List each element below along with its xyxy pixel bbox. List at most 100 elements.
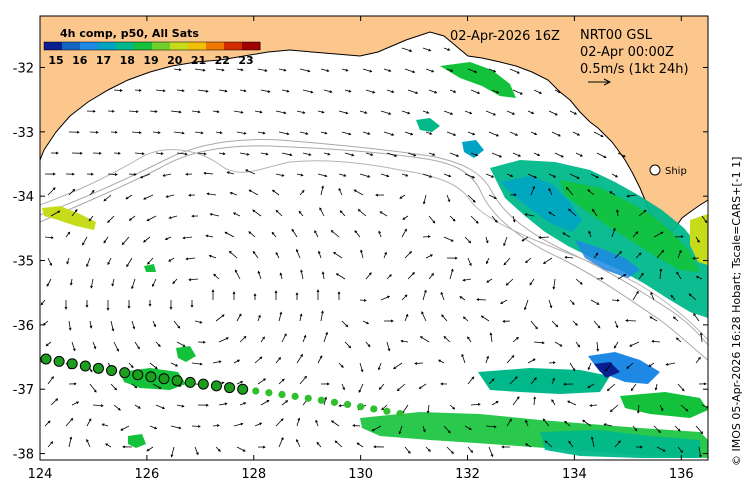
current-arrowhead <box>595 175 599 179</box>
current-arrowhead <box>616 298 620 302</box>
current-arrow <box>257 315 261 322</box>
current-arrow <box>165 236 172 240</box>
sst-patch-south-3 <box>540 430 700 458</box>
current-arrowhead <box>368 272 372 276</box>
current-arrowhead <box>335 273 339 276</box>
track-point <box>291 392 299 400</box>
current-arrowhead <box>650 291 653 295</box>
current-arrowhead <box>634 428 638 432</box>
current-arrow <box>354 230 361 238</box>
current-arrow <box>272 189 280 196</box>
current-arrow <box>425 68 434 73</box>
current-arrowhead <box>281 378 285 382</box>
current-arrow <box>525 443 532 448</box>
current-arrow <box>530 320 538 330</box>
current-arrowhead <box>111 283 115 287</box>
current-arrow <box>491 401 499 406</box>
current-arrow <box>170 110 181 113</box>
current-arrowhead <box>242 449 246 452</box>
current-arrowhead <box>202 68 206 72</box>
current-arrowhead <box>197 424 201 428</box>
current-arrowhead <box>117 151 121 155</box>
current-arrowhead <box>415 91 419 94</box>
current-arrow <box>43 320 49 326</box>
current-arrow <box>378 231 382 238</box>
current-arrow <box>194 68 205 71</box>
track-point <box>237 383 249 395</box>
current-arrowhead <box>240 380 244 384</box>
colorbar-tick-label: 17 <box>96 54 111 67</box>
current-arrow <box>65 232 70 238</box>
current-arrow <box>128 173 137 175</box>
current-arrowhead <box>692 256 696 260</box>
current-arrowhead <box>72 348 76 352</box>
current-arrowhead <box>660 408 664 412</box>
current-arrowhead <box>243 335 247 339</box>
current-arrowhead <box>324 396 328 400</box>
current-arrowhead <box>303 334 307 338</box>
current-arrow <box>372 425 382 432</box>
current-arrowhead <box>202 340 206 344</box>
current-arrow <box>423 194 427 204</box>
current-arrowhead <box>352 424 356 427</box>
current-arrow <box>491 152 502 158</box>
current-arrowhead <box>658 430 661 433</box>
current-arrow <box>527 358 536 364</box>
track-point <box>224 382 236 394</box>
current-arrow <box>92 341 96 349</box>
current-arrowhead <box>36 360 38 362</box>
current-arrow <box>500 299 508 304</box>
current-arrow <box>248 231 256 238</box>
current-arrowhead <box>459 296 463 299</box>
current-arrowhead <box>114 173 118 176</box>
current-arrow <box>299 68 310 72</box>
current-arrow <box>407 272 415 280</box>
current-arrowhead <box>542 418 546 422</box>
current-arrowhead <box>496 133 500 137</box>
current-arrow <box>70 278 73 285</box>
current-arrowhead <box>326 69 330 72</box>
current-arrow <box>296 249 301 259</box>
current-arrowhead <box>356 442 360 446</box>
track-point <box>197 378 209 390</box>
current-arrow <box>110 383 117 391</box>
current-arrowhead <box>74 209 78 212</box>
current-arrowhead <box>369 69 373 73</box>
current-arrow <box>569 110 577 115</box>
current-arrow <box>275 173 284 177</box>
current-arrow <box>449 152 459 157</box>
current-arrow <box>554 341 563 347</box>
current-arrow <box>548 188 553 196</box>
current-arrowhead <box>221 68 225 72</box>
current-arrow <box>464 236 471 244</box>
colorbar-swatch <box>242 42 261 50</box>
current-arrow <box>296 110 305 114</box>
current-arrowhead <box>327 152 331 156</box>
current-arrowhead <box>315 419 318 423</box>
track-point <box>357 403 365 411</box>
current-arrowhead <box>441 314 444 318</box>
current-arrowhead <box>262 131 266 135</box>
current-arrowhead <box>76 130 80 134</box>
current-arrowhead <box>224 402 228 406</box>
current-arrowhead <box>630 388 634 392</box>
current-arrow <box>470 89 480 94</box>
current-arrowhead <box>384 251 387 255</box>
current-arrowhead <box>158 386 162 389</box>
current-arrow <box>635 252 642 259</box>
current-arrow <box>239 89 246 92</box>
current-arrowhead <box>45 343 49 347</box>
current-arrow <box>82 236 88 246</box>
current-arrowhead <box>295 248 299 252</box>
current-arrow <box>338 110 348 114</box>
current-arrowhead <box>413 153 417 157</box>
sst-patch-north <box>440 62 516 98</box>
current-arrowhead <box>533 175 537 179</box>
bathymetry-contour-2 <box>40 139 708 346</box>
current-arrow <box>215 131 222 134</box>
current-arrowhead <box>609 409 613 413</box>
track-point <box>383 407 391 415</box>
current-arrowhead <box>343 174 347 177</box>
current-arrow <box>194 131 203 134</box>
current-arrowhead <box>493 69 497 73</box>
